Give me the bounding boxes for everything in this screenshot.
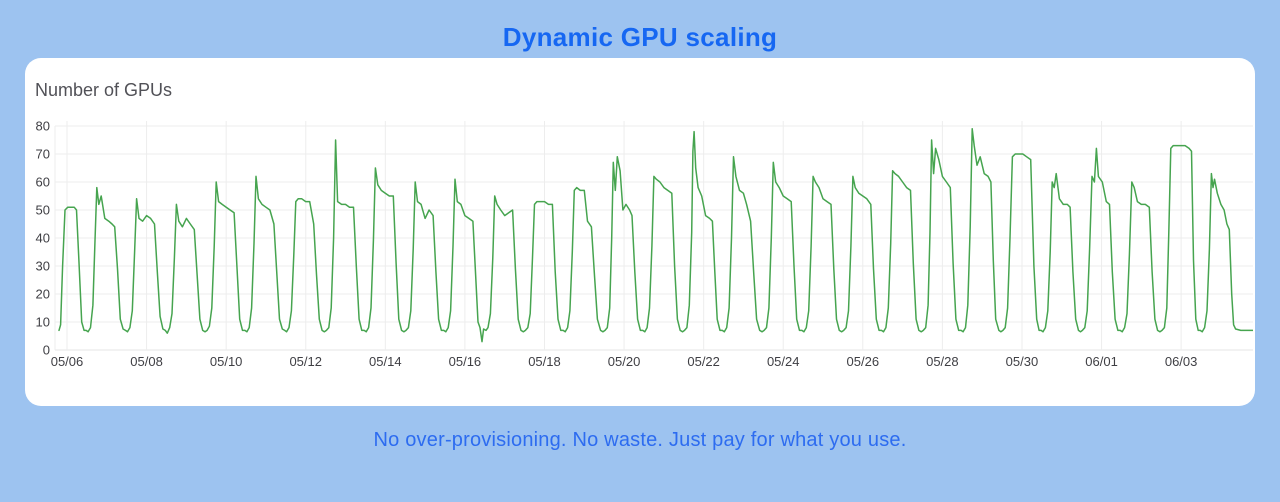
x-tick-label: 05/06 [51, 354, 84, 369]
x-tick-label: 05/30 [1006, 354, 1039, 369]
x-tick-label: 05/22 [687, 354, 720, 369]
x-tick-label: 05/10 [210, 354, 243, 369]
x-tick-label: 05/26 [847, 354, 880, 369]
x-tick-label: 05/18 [528, 354, 561, 369]
x-tick-label: 05/16 [449, 354, 482, 369]
y-tick-label: 50 [36, 203, 50, 218]
x-tick-label: 05/14 [369, 354, 402, 369]
y-tick-label: 0 [43, 343, 50, 358]
x-tick-label: 05/20 [608, 354, 641, 369]
gpu-scaling-chart: 0 10 20 30 40 50 60 70 80 05/06 05/08 05/10 05/12 05/… [36, 119, 1253, 370]
y-tick-label: 70 [36, 147, 50, 162]
y-tick-label: 80 [36, 119, 50, 134]
x-tick-label: 05/12 [289, 354, 322, 369]
tagline: No over-provisioning. No waste. Just pay… [373, 429, 907, 451]
x-tick-label: 05/24 [767, 354, 800, 369]
chart-card: Number of GPUs 0 10 20 30 40 50 60 70 80 05/06 05/… [25, 58, 1255, 406]
x-tick-label: 06/03 [1165, 354, 1198, 369]
y-tick-label: 60 [36, 175, 50, 190]
chart-title: Number of GPUs [35, 80, 173, 100]
x-tick-label: 05/28 [926, 354, 959, 369]
x-tick-label: 06/01 [1085, 354, 1118, 369]
y-tick-label: 40 [36, 231, 50, 246]
y-tick-label: 20 [36, 287, 50, 302]
x-tick-label: 05/08 [130, 354, 163, 369]
axis-tick-labels: 0 10 20 30 40 50 60 70 80 05/06 05/08 05/10 05/12 05/… [36, 119, 1198, 370]
headline: Dynamic GPU scaling [502, 22, 778, 52]
gpu-usage-line [58, 128, 1253, 343]
y-tick-label: 30 [36, 259, 50, 274]
y-tick-label: 10 [36, 315, 50, 330]
